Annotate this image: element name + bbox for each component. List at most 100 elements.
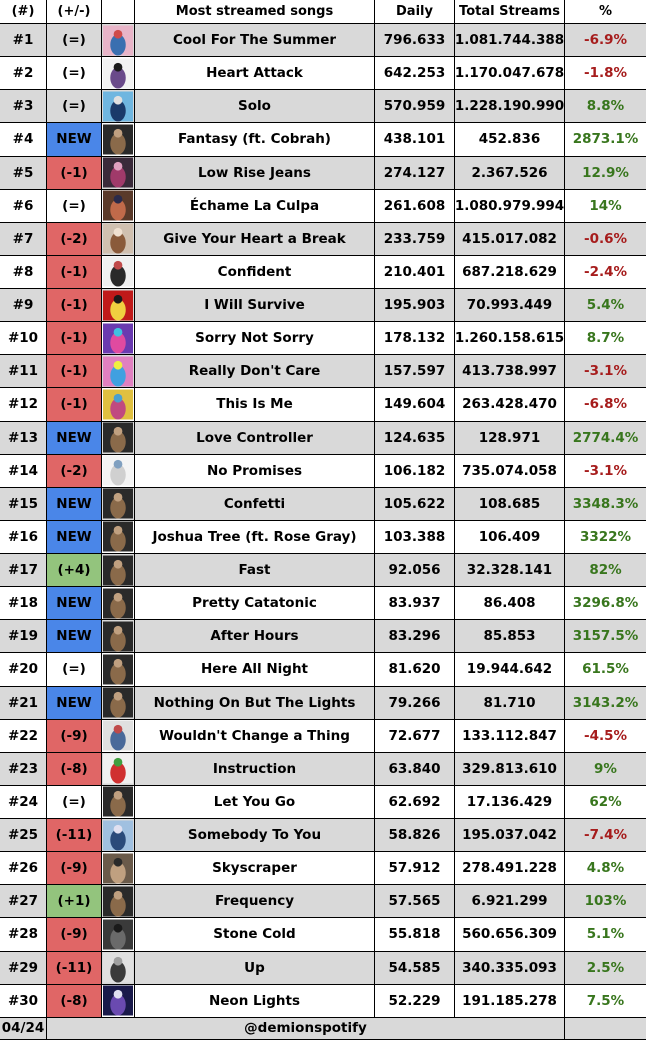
rank-cell: #6 (0, 189, 47, 223)
daily-streams-cell: 796.633 (375, 24, 455, 58)
daily-streams-cell: 81.620 (375, 653, 455, 687)
song-title-cell: Confetti (135, 487, 375, 521)
daily-streams-cell: 55.818 (375, 918, 455, 952)
percent-change-cell: -3.1% (565, 355, 646, 389)
daily-streams-cell: 157.597 (375, 355, 455, 389)
header-pct: % (565, 0, 646, 24)
daily-streams-cell: 210.401 (375, 255, 455, 289)
album-art-cell (102, 752, 135, 786)
percent-change-cell: 7.5% (565, 984, 646, 1018)
percent-change-cell: 14% (565, 189, 646, 223)
daily-streams-cell: 261.608 (375, 189, 455, 223)
total-streams-cell: 687.218.629 (455, 255, 565, 289)
total-streams-cell: 32.328.141 (455, 554, 565, 588)
album-cover-icon (103, 157, 133, 188)
daily-streams-cell: 106.182 (375, 454, 455, 488)
rank-cell: #13 (0, 421, 47, 455)
rank-cell: #22 (0, 719, 47, 753)
percent-change-cell: 3157.5% (565, 620, 646, 654)
daily-streams-cell: 570.959 (375, 90, 455, 124)
album-art-cell (102, 785, 135, 819)
total-streams-cell: 1.228.190.990 (455, 90, 565, 124)
total-streams-cell: 413.738.997 (455, 355, 565, 389)
total-streams-cell: 6.921.299 (455, 885, 565, 919)
change-cell: (-1) (47, 156, 102, 190)
song-title-cell: No Promises (135, 454, 375, 488)
song-title-cell: Love Controller (135, 421, 375, 455)
rank-cell: #23 (0, 752, 47, 786)
rank-cell: #25 (0, 819, 47, 853)
album-art-cell (102, 984, 135, 1018)
album-cover-icon (103, 919, 133, 950)
rank-cell: #29 (0, 951, 47, 985)
album-cover-icon (103, 124, 133, 155)
album-cover-icon (103, 25, 133, 56)
daily-streams-cell: 83.296 (375, 620, 455, 654)
song-title-cell: Really Don't Care (135, 355, 375, 389)
total-streams-cell: 2.367.526 (455, 156, 565, 190)
percent-change-cell: 3296.8% (565, 587, 646, 621)
song-title-cell: Neon Lights (135, 984, 375, 1018)
daily-streams-cell: 54.585 (375, 951, 455, 985)
percent-change-cell: -1.8% (565, 57, 646, 91)
change-cell: (-2) (47, 222, 102, 256)
header-total: Total Streams (455, 0, 565, 24)
daily-streams-cell: 274.127 (375, 156, 455, 190)
daily-streams-cell: 83.937 (375, 587, 455, 621)
percent-change-cell: -2.4% (565, 255, 646, 289)
change-cell: (-9) (47, 918, 102, 952)
album-cover-icon (103, 389, 133, 420)
change-cell: (+1) (47, 885, 102, 919)
album-cover-icon (103, 290, 133, 321)
album-art-cell (102, 719, 135, 753)
album-cover-icon (103, 488, 133, 519)
album-art-cell (102, 222, 135, 256)
daily-streams-cell: 178.132 (375, 322, 455, 356)
total-streams-cell: 70.993.449 (455, 289, 565, 323)
rank-cell: #30 (0, 984, 47, 1018)
album-art-cell (102, 951, 135, 985)
album-cover-icon (103, 555, 133, 586)
song-title-cell: Confident (135, 255, 375, 289)
header-title: Most streamed songs (135, 0, 375, 24)
album-cover-icon (103, 820, 133, 851)
total-streams-cell: 329.813.610 (455, 752, 565, 786)
rank-cell: #12 (0, 388, 47, 422)
change-cell: (-9) (47, 719, 102, 753)
song-title-cell: Cool For The Summer (135, 24, 375, 58)
daily-streams-cell: 92.056 (375, 554, 455, 588)
album-cover-icon (103, 720, 133, 751)
rank-cell: #14 (0, 454, 47, 488)
song-title-cell: Somebody To You (135, 819, 375, 853)
percent-change-cell: 2774.4% (565, 421, 646, 455)
total-streams-cell: 1.080.979.994 (455, 189, 565, 223)
album-cover-icon (103, 58, 133, 89)
percent-change-cell: 3348.3% (565, 487, 646, 521)
album-art-cell (102, 388, 135, 422)
header-art (102, 0, 135, 24)
album-cover-icon (103, 521, 133, 552)
change-cell: (-1) (47, 322, 102, 356)
album-art-cell (102, 653, 135, 687)
total-streams-cell: 86.408 (455, 587, 565, 621)
percent-change-cell: 82% (565, 554, 646, 588)
header-rank: (#) (0, 0, 47, 24)
album-art-cell (102, 189, 135, 223)
song-title-cell: Solo (135, 90, 375, 124)
album-cover-icon (103, 853, 133, 884)
rank-cell: #9 (0, 289, 47, 323)
total-streams-cell: 452.836 (455, 123, 565, 157)
percent-change-cell: 61.5% (565, 653, 646, 687)
album-cover-icon (103, 886, 133, 917)
daily-streams-cell: 72.677 (375, 719, 455, 753)
total-streams-cell: 19.944.642 (455, 653, 565, 687)
daily-streams-cell: 63.840 (375, 752, 455, 786)
rank-cell: #1 (0, 24, 47, 58)
album-art-cell (102, 289, 135, 323)
total-streams-cell: 1.081.744.388 (455, 24, 565, 58)
daily-streams-cell: 58.826 (375, 819, 455, 853)
daily-streams-cell: 233.759 (375, 222, 455, 256)
total-streams-cell: 17.136.429 (455, 785, 565, 819)
change-cell: NEW (47, 520, 102, 554)
change-cell: (+4) (47, 554, 102, 588)
